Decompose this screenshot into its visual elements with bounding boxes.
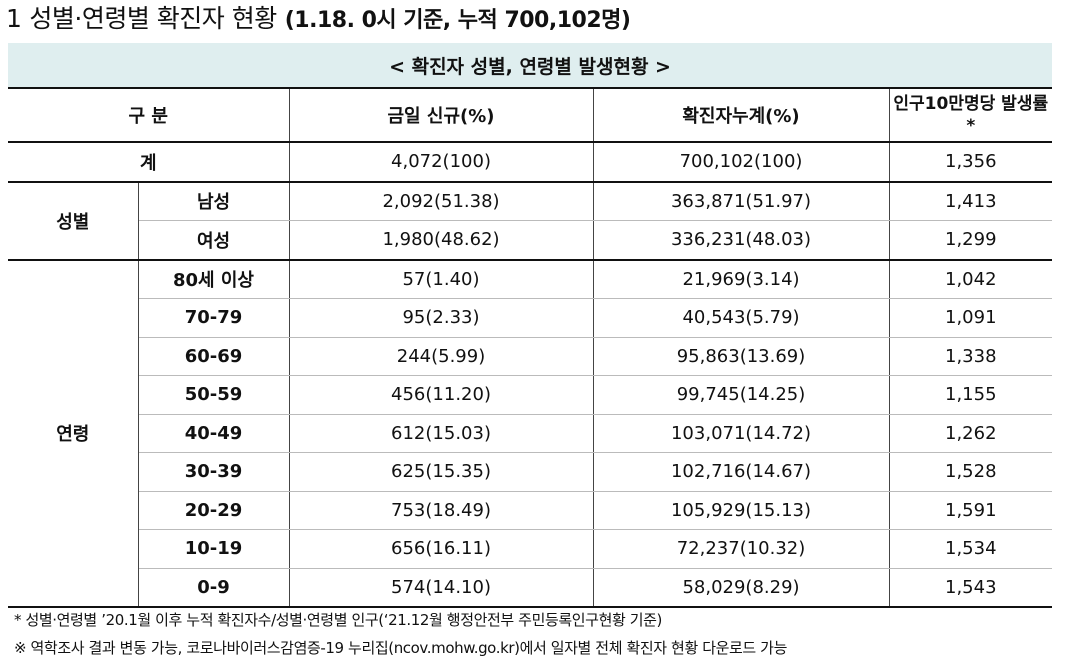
table-row: 여성 1,980(48.62) 336,231(48.03) 1,299 — [8, 220, 1053, 261]
cell-new: 612(15.03) — [289, 414, 594, 453]
row-label: 20-29 — [138, 491, 290, 530]
cell-new: 4,072(100) — [289, 142, 594, 183]
section-title: 성별·연령별 확진자 현황 — [29, 4, 277, 33]
header-new: 금일 신규(%) — [289, 88, 594, 143]
row-label: 30-39 — [138, 452, 290, 492]
table-row: 0-9 574(14.10) 58,029(8.29) 1,543 — [8, 568, 1053, 608]
cell-new: 95(2.33) — [289, 298, 594, 338]
cell-new: 2,092(51.38) — [289, 181, 594, 221]
cell-new: 753(18.49) — [289, 491, 594, 530]
table-row: 70-79 95(2.33) 40,543(5.79) 1,091 — [8, 298, 1053, 338]
cell-cumulative: 102,716(14.67) — [593, 452, 890, 492]
cell-rate: 1,543 — [889, 568, 1053, 608]
row-label: 10-19 — [138, 529, 290, 569]
cell-rate: 1,534 — [889, 529, 1053, 569]
cell-rate: 1,091 — [889, 298, 1053, 338]
cell-rate: 1,299 — [889, 220, 1053, 261]
cell-rate: 1,528 — [889, 452, 1053, 492]
row-label: 여성 — [138, 220, 290, 261]
table-caption-row: < 확진자 성별, 연령별 발생현황 > — [8, 43, 1053, 89]
cell-new: 574(14.10) — [289, 568, 594, 608]
footnotes: * 성별·연령별 ’20.1월 이후 누적 확진자수/성별·연령별 인구(‘21… — [14, 607, 787, 663]
header-cumulative: 확진자누계(%) — [593, 88, 890, 143]
footnote-definition: * 성별·연령별 ’20.1월 이후 누적 확진자수/성별·연령별 인구(‘21… — [14, 611, 662, 629]
row-label: 0-9 — [138, 568, 290, 608]
cases-table: < 확진자 성별, 연령별 발생현황 > 구 분 금일 신규(%) 확진자누계(… — [8, 43, 1053, 608]
cell-cumulative: 105,929(15.13) — [593, 491, 890, 530]
cell-cumulative: 103,071(14.72) — [593, 414, 890, 453]
row-label: 80세 이상 — [138, 259, 290, 299]
row-label: 60-69 — [138, 337, 290, 376]
cell-new: 244(5.99) — [289, 337, 594, 376]
row-label: 70-79 — [138, 298, 290, 338]
cell-cumulative: 336,231(48.03) — [593, 220, 890, 261]
section-heading: 1 성별·연령별 확진자 현황 (1.18. 0시 기준, 누적 700,102명) — [6, 2, 631, 36]
table-row: 20-29 753(18.49) 105,929(15.13) 1,591 — [8, 491, 1053, 530]
table-row: 10-19 656(16.11) 72,237(10.32) 1,534 — [8, 529, 1053, 569]
table-header-row: 구 분 금일 신규(%) 확진자누계(%) 인구10만명당 발생률* — [8, 88, 1053, 143]
table-row: 40-49 612(15.03) 103,071(14.72) 1,262 — [8, 414, 1053, 453]
table-row-total: 계 4,072(100) 700,102(100) 1,356 — [8, 142, 1053, 183]
cell-cumulative: 95,863(13.69) — [593, 337, 890, 376]
cell-cumulative: 99,745(14.25) — [593, 375, 890, 415]
table-row: 60-69 244(5.99) 95,863(13.69) 1,338 — [8, 337, 1053, 376]
row-label: 40-49 — [138, 414, 290, 453]
table-row: 30-39 625(15.35) 102,716(14.67) 1,528 — [8, 452, 1053, 492]
header-category: 구 분 — [8, 88, 290, 143]
cell-new: 656(16.11) — [289, 529, 594, 569]
cell-rate: 1,356 — [889, 142, 1053, 183]
cell-cumulative: 58,029(8.29) — [593, 568, 890, 608]
footnote-disclaimer: ※ 역학조사 결과 변동 가능, 코로나바이러스감염증-19 누리집(ncov.… — [14, 639, 787, 657]
group-label-age: 연령 — [8, 259, 139, 608]
cell-new: 57(1.40) — [289, 259, 594, 299]
cell-new: 456(11.20) — [289, 375, 594, 415]
table-row: 성별 남성 2,092(51.38) 363,871(51.97) 1,413 — [8, 181, 1053, 261]
cell-new: 1,980(48.62) — [289, 220, 594, 261]
row-label: 50-59 — [138, 375, 290, 415]
cell-rate: 1,042 — [889, 259, 1053, 299]
group-label-sex: 성별 — [8, 181, 139, 261]
cell-rate: 1,262 — [889, 414, 1053, 453]
cell-cumulative: 363,871(51.97) — [593, 181, 890, 221]
row-label: 계 — [8, 142, 290, 183]
table-row: 연령 80세 이상 57(1.40) 21,969(3.14) 1,042 — [8, 259, 1053, 608]
cell-cumulative: 21,969(3.14) — [593, 259, 890, 299]
table-caption: < 확진자 성별, 연령별 발생현황 > — [8, 43, 1053, 89]
cell-new: 625(15.35) — [289, 452, 594, 492]
row-label: 남성 — [138, 181, 290, 221]
cell-rate: 1,591 — [889, 491, 1053, 530]
table-row: 50-59 456(11.20) 99,745(14.25) 1,155 — [8, 375, 1053, 415]
cell-cumulative: 700,102(100) — [593, 142, 890, 183]
cell-cumulative: 40,543(5.79) — [593, 298, 890, 338]
header-rate: 인구10만명당 발생률* — [889, 88, 1053, 143]
section-subtitle: (1.18. 0시 기준, 누적 700,102명) — [284, 8, 631, 33]
cell-rate: 1,413 — [889, 181, 1053, 221]
cell-cumulative: 72,237(10.32) — [593, 529, 890, 569]
section-number: 1 — [6, 4, 22, 33]
cell-rate: 1,155 — [889, 375, 1053, 415]
cell-rate: 1,338 — [889, 337, 1053, 376]
